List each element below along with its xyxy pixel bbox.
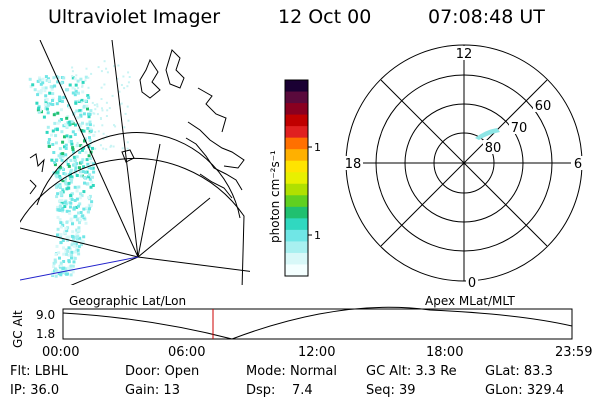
mlat-label-60: 60 — [535, 99, 552, 114]
altitude-curve — [62, 306, 573, 340]
info-filter: Flt: LBHL — [10, 364, 68, 379]
altitude-plot-frame — [62, 308, 573, 340]
colorbar-cell — [285, 252, 308, 266]
polar-panel-label: Apex MLat/MLT — [425, 294, 515, 308]
observation-date: 12 Oct 00 — [278, 6, 372, 28]
colorbar-unit-label: photon cm⁻²s⁻¹ — [268, 150, 282, 243]
mlat-label-bg — [483, 140, 503, 154]
colorbar-tick-label-100: 100 — [314, 141, 320, 154]
time-tick-0000: 00:00 — [42, 345, 80, 360]
mlt-label-bg — [456, 46, 472, 60]
colorbar-cell — [285, 172, 308, 185]
colorbar-cell — [285, 183, 308, 196]
colorbar: 100 10 photon cm⁻²s⁻¹ — [268, 79, 320, 277]
mlt-label-18: 18 — [345, 157, 362, 172]
mlt-label-12: 12 — [456, 47, 473, 62]
info-door: Door: Open — [125, 364, 200, 379]
colorbar-cell — [285, 137, 308, 150]
colorbar-frame — [284, 79, 309, 277]
colorbar-ticks — [308, 146, 312, 236]
lat-lon-grid — [20, 40, 250, 285]
instrument-title: Ultraviolet Imager — [48, 6, 221, 28]
coastlines — [29, 49, 245, 199]
mlt-label-0: 0 — [468, 276, 476, 291]
colorbar-cell — [285, 195, 308, 208]
colorbar-cell — [285, 126, 308, 139]
colorbar-tick-label-10: 10 — [314, 229, 320, 242]
geographic-image-panel — [20, 40, 250, 285]
info-dsp: Dsp: 7.4 — [246, 383, 313, 398]
mlt-label-bg — [466, 276, 478, 289]
mlat-label-80: 80 — [485, 141, 502, 156]
colorbar-cell — [285, 206, 308, 219]
altitude-tick-9: 9.0 — [36, 308, 55, 322]
altitude-axis-label: GC Alt — [11, 310, 25, 348]
time-tick-0600: 06:00 — [168, 345, 206, 360]
info-gc-alt: GC Alt: 3.3 Re — [366, 364, 457, 379]
mlat-label-70: 70 — [511, 121, 528, 136]
info-ip: IP: 36.0 — [10, 383, 60, 398]
auroral-emission — [28, 60, 131, 278]
info-glon: GLon: 329.4 — [485, 383, 565, 398]
colorbar-cell — [285, 241, 308, 254]
polar-grid — [345, 44, 583, 282]
colorbar-cell — [285, 149, 308, 162]
time-tick-1200: 12:00 — [298, 345, 336, 360]
geographic-panel-label: Geographic Lat/Lon — [69, 294, 187, 308]
mlt-label-bg — [343, 156, 363, 170]
colorbar-cell — [285, 160, 308, 173]
colorbar-cell — [285, 91, 308, 104]
time-tick-1800: 18:00 — [426, 345, 464, 360]
mlt-label-bg — [571, 156, 585, 170]
colorbar-cell — [285, 103, 308, 116]
colorbar-cell — [285, 114, 308, 127]
info-seq: Seq: 39 — [366, 383, 416, 398]
colorbar-cell — [285, 218, 308, 231]
polar-mlt-panel: 12 18 6 0 60 70 80 — [343, 44, 585, 291]
info-gain: Gain: 13 — [125, 383, 180, 398]
satellite-track — [20, 256, 139, 281]
colorbar-cell — [285, 80, 308, 93]
info-mode: Mode: Normal — [246, 364, 337, 379]
mlat-label-bg — [509, 120, 529, 134]
colorbar-cell — [285, 229, 308, 243]
auroral-oval-emission — [475, 128, 500, 140]
info-glat: GLat: 83.3 — [485, 364, 553, 379]
mlt-label-6: 6 — [574, 157, 582, 172]
altitude-plot: GC Alt 9.0 1.8 — [11, 306, 573, 348]
colorbar-scale — [285, 80, 308, 277]
observation-time: 07:08:48 UT — [428, 6, 545, 28]
colorbar-cell — [285, 264, 308, 277]
altitude-tick-1-8: 1.8 — [36, 327, 55, 341]
mlat-label-bg — [533, 98, 553, 112]
time-tick-2359: 23:59 — [555, 345, 593, 360]
